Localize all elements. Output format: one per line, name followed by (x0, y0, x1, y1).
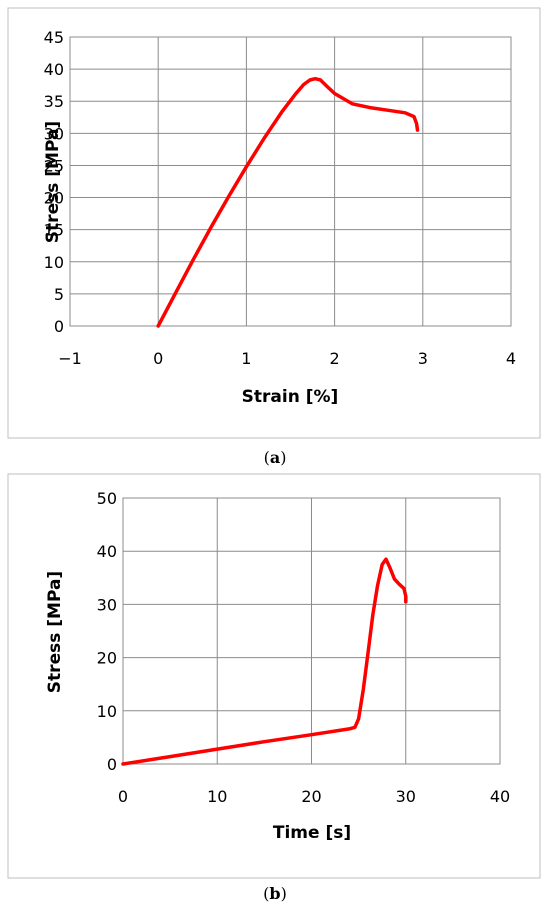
x-tick-label: 2 (330, 349, 340, 368)
chart-panel-b: 0 10 20 30 40 50 0 10 20 30 40 Stress [MPa] Time … (7, 473, 541, 879)
x-axis-label-b: Time [s] (273, 823, 351, 843)
x-tick-label: 3 (418, 349, 428, 368)
x-tick-labels-a: −1 0 1 2 3 4 (58, 349, 516, 368)
y-tick-label: 40 (97, 542, 117, 561)
x-tick-label: −1 (58, 349, 82, 368)
x-tick-label: 4 (506, 349, 516, 368)
x-tick-label: 1 (241, 349, 251, 368)
y-tick-label: 50 (97, 489, 117, 508)
chart-frame-b (7, 473, 541, 879)
x-tick-label: 30 (396, 787, 416, 806)
panel-caption-a-letter: a (270, 448, 280, 467)
y-tick-label: 40 (44, 60, 64, 79)
plot-area-border (69, 36, 512, 327)
y-tick-label: 30 (44, 124, 64, 143)
y-tick-label: 25 (44, 156, 64, 175)
y-tick-label: 20 (44, 189, 64, 208)
series-line-a (156, 76, 420, 328)
panel-caption-a: (a) (264, 448, 287, 467)
y-tick-label: 10 (44, 253, 64, 272)
y-tick-label: 10 (97, 702, 117, 721)
y-tick-label: 15 (44, 221, 64, 240)
y-tick-labels-b: 0 10 20 30 40 50 (97, 489, 117, 774)
x-tick-label: 0 (118, 787, 128, 806)
x-tick-label: 40 (490, 787, 510, 806)
x-tick-label: 20 (301, 787, 321, 806)
gridlines-a (69, 36, 512, 327)
x-tick-label: 0 (153, 349, 163, 368)
chart-frame-a (7, 7, 541, 439)
y-axis-label-b: Stress [MPa] (45, 571, 65, 693)
y-tick-labels-a: 0 5 10 15 20 25 30 35 40 45 (44, 28, 64, 336)
plot-area-border (122, 497, 501, 765)
y-axis-label-a: Stress [MPa] (43, 121, 63, 243)
y-tick-label: 0 (107, 755, 117, 774)
y-tick-label: 20 (97, 649, 117, 668)
x-tick-labels-b: 0 10 20 30 40 (118, 787, 510, 806)
x-tick-label: 10 (207, 787, 227, 806)
y-tick-label: 5 (54, 285, 64, 304)
y-tick-label: 30 (97, 595, 117, 614)
panel-caption-b: (b) (263, 884, 287, 903)
series-line-b (121, 557, 408, 766)
gridlines-b (122, 497, 501, 765)
y-tick-label: 35 (44, 92, 64, 111)
x-axis-label-a: Strain [%] (242, 387, 339, 407)
y-tick-label: 45 (44, 28, 64, 47)
y-tick-label: 0 (54, 317, 64, 336)
panel-caption-b-letter: b (269, 884, 280, 903)
